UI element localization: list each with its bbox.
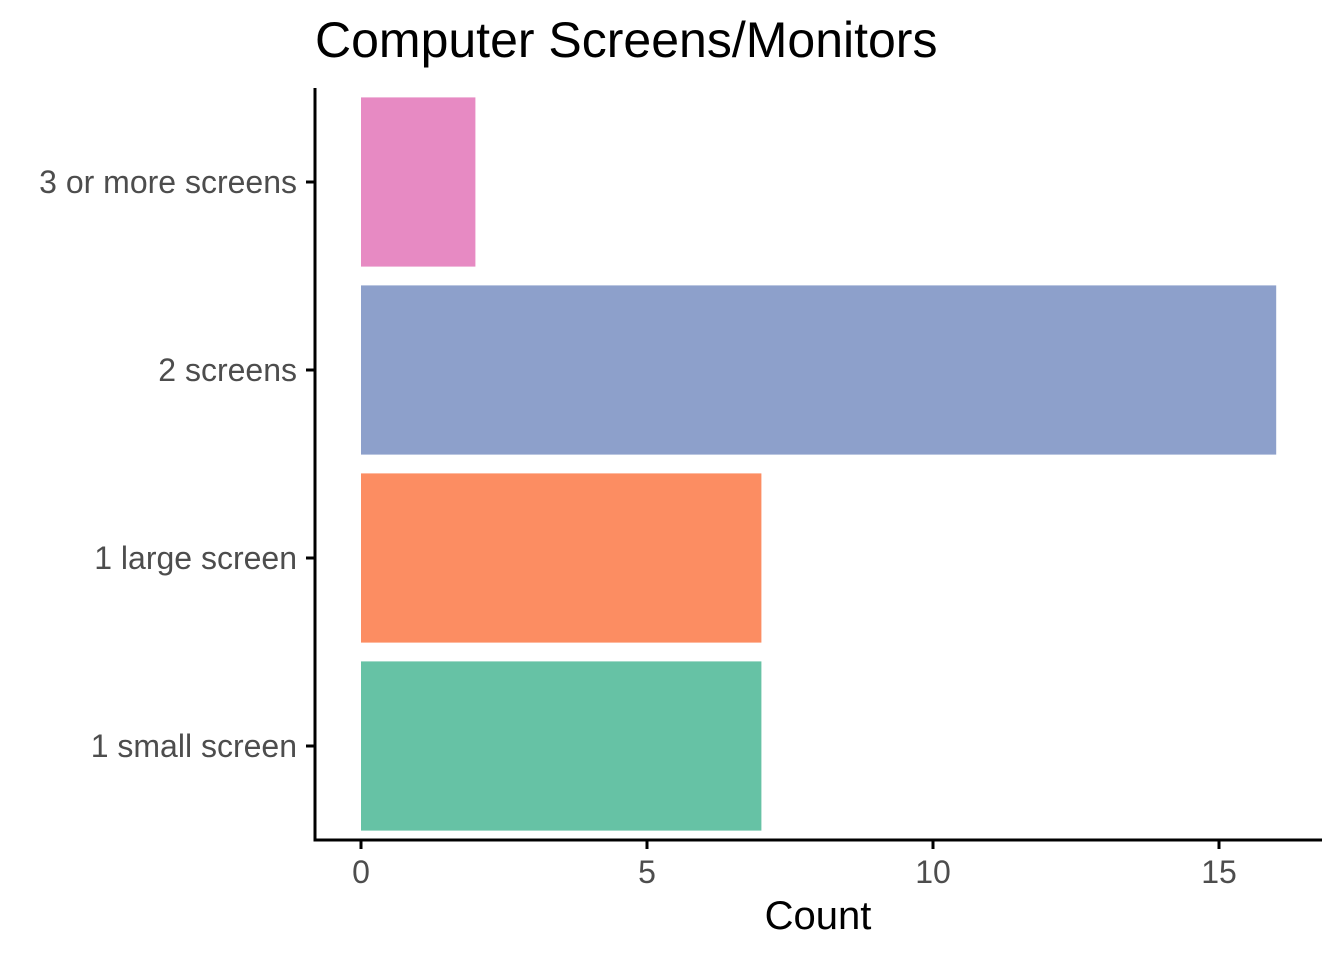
y-tick-label: 2 screens xyxy=(158,352,297,388)
bar-2-screens xyxy=(361,285,1277,455)
y-tick-label: 1 large screen xyxy=(94,540,297,576)
bar-3-or-more-screens xyxy=(361,97,476,267)
chart-title: Computer Screens/Monitors xyxy=(315,12,937,68)
x-tick-label: 5 xyxy=(638,854,656,890)
y-tick-label: 1 small screen xyxy=(91,728,297,764)
x-tick-label: 15 xyxy=(1201,854,1237,890)
x-tick-label: 10 xyxy=(915,854,951,890)
x-axis-title: Count xyxy=(765,894,872,938)
y-tick-label: 3 or more screens xyxy=(39,164,297,200)
y-axis: 1 small screen 1 large screen 2 screens 3 o… xyxy=(39,88,317,842)
x-tick-label: 0 xyxy=(352,854,370,890)
bar-1-small-screen xyxy=(361,661,762,831)
x-axis: 0 5 10 15 xyxy=(313,838,1322,890)
bars-layer xyxy=(361,97,1277,831)
bar-1-large-screen xyxy=(361,473,762,643)
